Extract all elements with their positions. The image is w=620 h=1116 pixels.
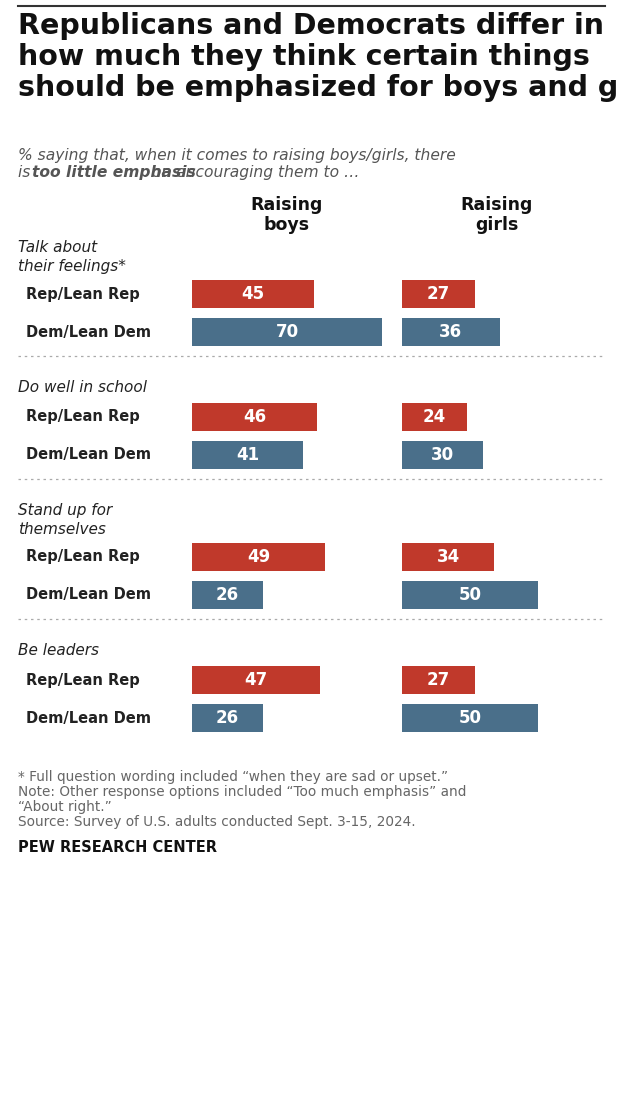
Bar: [192, 280, 314, 308]
Text: 36: 36: [440, 323, 463, 341]
Text: 45: 45: [242, 285, 265, 304]
Bar: [192, 543, 325, 571]
Text: Dem/Lean Dem: Dem/Lean Dem: [26, 448, 151, 462]
Bar: [402, 581, 538, 609]
Bar: [192, 403, 317, 431]
Text: Stand up for
themselves: Stand up for themselves: [18, 503, 112, 537]
Text: Dem/Lean Dem: Dem/Lean Dem: [26, 711, 151, 725]
Text: 70: 70: [275, 323, 299, 341]
Text: Dem/Lean Dem: Dem/Lean Dem: [26, 587, 151, 603]
Text: Do well in school: Do well in school: [18, 381, 147, 395]
Bar: [192, 666, 319, 694]
Text: 50: 50: [458, 586, 481, 604]
Text: 26: 26: [216, 709, 239, 727]
Bar: [402, 441, 484, 469]
Text: 49: 49: [247, 548, 270, 566]
Text: Rep/Lean Rep: Rep/Lean Rep: [26, 549, 140, 565]
Text: “About right.”: “About right.”: [18, 800, 112, 814]
Text: Note: Other response options included “Too much emphasis” and: Note: Other response options included “T…: [18, 785, 466, 799]
Text: 27: 27: [427, 671, 450, 689]
Text: 24: 24: [423, 408, 446, 426]
Text: Raising
girls: Raising girls: [461, 196, 533, 234]
Bar: [402, 280, 476, 308]
Text: 47: 47: [244, 671, 267, 689]
Text: 27: 27: [427, 285, 450, 304]
Text: Source: Survey of U.S. adults conducted Sept. 3-15, 2024.: Source: Survey of U.S. adults conducted …: [18, 815, 415, 829]
Text: 46: 46: [243, 408, 266, 426]
Text: Dem/Lean Dem: Dem/Lean Dem: [26, 325, 151, 339]
Bar: [402, 403, 467, 431]
Text: Rep/Lean Rep: Rep/Lean Rep: [26, 287, 140, 301]
Bar: [402, 318, 500, 346]
Text: % saying that, when it comes to raising boys/girls, there: % saying that, when it comes to raising …: [18, 148, 456, 163]
Text: 34: 34: [436, 548, 460, 566]
Text: on encouraging them to …: on encouraging them to …: [147, 165, 360, 180]
Bar: [402, 543, 494, 571]
Text: Republicans and Democrats differ in
how much they think certain things
should be: Republicans and Democrats differ in how …: [18, 12, 620, 102]
Text: 50: 50: [458, 709, 481, 727]
Text: * Full question wording included “when they are sad or upset.”: * Full question wording included “when t…: [18, 770, 448, 785]
Text: Rep/Lean Rep: Rep/Lean Rep: [26, 673, 140, 687]
Text: Rep/Lean Rep: Rep/Lean Rep: [26, 410, 140, 424]
Bar: [192, 318, 382, 346]
Text: 30: 30: [431, 446, 454, 464]
Text: too little emphasis: too little emphasis: [32, 165, 196, 180]
Bar: [192, 441, 303, 469]
Text: is: is: [18, 165, 35, 180]
Text: Be leaders: Be leaders: [18, 643, 99, 658]
Bar: [192, 704, 263, 732]
Bar: [192, 581, 263, 609]
Text: 26: 26: [216, 586, 239, 604]
Text: 41: 41: [236, 446, 259, 464]
Bar: [402, 704, 538, 732]
Text: PEW RESEARCH CENTER: PEW RESEARCH CENTER: [18, 840, 217, 855]
Text: Talk about
their feelings*: Talk about their feelings*: [18, 240, 126, 275]
Text: Raising
boys: Raising boys: [251, 196, 323, 234]
Bar: [402, 666, 476, 694]
